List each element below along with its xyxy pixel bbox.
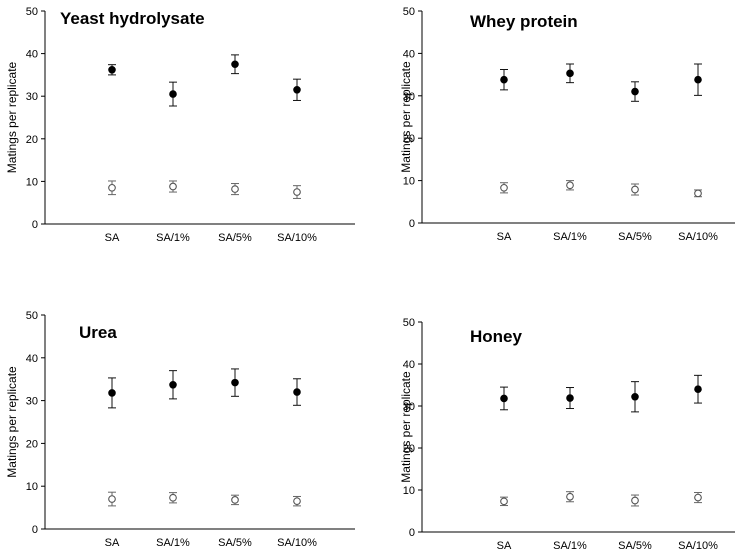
y-axis-label: Matings per replicate (399, 371, 413, 483)
x-tick-label: SA (105, 537, 120, 549)
data-point-open (108, 495, 116, 503)
data-point-filled (108, 389, 116, 397)
x-tick-label: SA/1% (553, 540, 587, 552)
panel-title: Whey protein (470, 12, 578, 31)
data-point-filled (500, 394, 508, 403)
y-tick-label: 30 (403, 401, 415, 413)
x-tick-label: SA/1% (156, 537, 190, 549)
y-tick-label: 0 (32, 524, 38, 536)
data-point-filled (694, 385, 702, 394)
y-tick-label: 50 (403, 6, 415, 18)
y-tick-label: 30 (26, 91, 38, 103)
data-point-open (631, 185, 639, 194)
x-tick-label: SA/10% (277, 232, 317, 244)
y-tick-label: 10 (403, 485, 415, 497)
data-point-filled (631, 87, 639, 96)
x-tick-label: SA/10% (277, 537, 317, 549)
panel-whey-protein: Matings per replicate Whey protein 0 10 20… (399, 6, 735, 243)
y-tick-label: 50 (403, 317, 415, 329)
data-point-open (566, 492, 574, 501)
y-tick-label: 10 (26, 176, 38, 188)
data-point-filled (108, 65, 116, 74)
y-axis-label: Matings per replicate (399, 61, 413, 173)
data-point-filled (293, 388, 301, 396)
panel-honey: Matings per replicate Honey 0 10 20 30 40 50 S… (399, 317, 735, 552)
data-point-filled (169, 380, 177, 389)
data-point-open (231, 496, 239, 504)
y-tick-label: 40 (26, 353, 38, 365)
x-tick-label: SA/10% (678, 540, 718, 552)
data-point-filled (631, 392, 639, 401)
y-tick-label: 20 (26, 134, 38, 146)
panel-urea: Matings per replicate Urea 0 10 20 30 40 50 SA… (5, 310, 355, 549)
y-tick-label: 10 (26, 481, 38, 493)
x-tick-label: SA/1% (553, 231, 587, 243)
y-tick-label: 40 (403, 359, 415, 371)
x-tick-label: SA/10% (678, 231, 718, 243)
y-tick-label: 30 (26, 396, 38, 408)
x-tick-label: SA (497, 231, 512, 243)
data-point-filled (694, 75, 702, 84)
data-point-open (293, 497, 301, 506)
data-point-open (500, 183, 508, 192)
x-tick-label: SA (497, 540, 512, 552)
y-tick-label: 50 (26, 310, 38, 322)
x-tick-label: SA/5% (618, 540, 652, 552)
y-tick-label: 30 (403, 91, 415, 103)
data-point-filled (293, 86, 301, 94)
y-tick-label: 40 (26, 49, 38, 61)
data-point-filled (500, 75, 508, 84)
data-point-filled (231, 60, 239, 69)
data-point-filled (169, 90, 177, 98)
x-tick-label: SA (105, 232, 120, 244)
data-point-filled (231, 378, 239, 387)
data-point-open (566, 181, 574, 190)
data-point-filled (566, 69, 574, 78)
y-tick-label: 20 (403, 133, 415, 145)
y-tick-label: 50 (26, 6, 38, 18)
data-point-open (500, 497, 508, 506)
y-tick-label: 0 (409, 218, 415, 230)
data-point-open (231, 185, 239, 193)
data-point-open (293, 188, 301, 196)
data-point-open (108, 183, 116, 192)
panel-title: Yeast hydrolysate (60, 9, 205, 28)
y-tick-label: 40 (403, 48, 415, 60)
data-point-open (169, 493, 177, 502)
x-tick-label: SA/1% (156, 232, 190, 244)
data-point-filled (566, 394, 574, 402)
y-axis-label: Matings per replicate (5, 366, 19, 478)
y-tick-label: 20 (403, 443, 415, 455)
y-tick-label: 10 (403, 176, 415, 188)
panel-title: Urea (79, 323, 117, 342)
data-point-open (169, 182, 177, 191)
y-tick-label: 0 (32, 219, 38, 231)
y-axis-label: Matings per replicate (5, 61, 19, 173)
data-point-open (694, 493, 702, 502)
panel-title: Honey (470, 327, 523, 346)
y-tick-label: 0 (409, 527, 415, 539)
data-point-open (694, 189, 702, 198)
x-tick-label: SA/5% (218, 537, 252, 549)
data-point-open (631, 496, 639, 505)
y-tick-label: 20 (26, 438, 38, 450)
x-tick-label: SA/5% (218, 232, 252, 244)
panel-yeast-hydrolysate: Matings per replicate Yeast hydrolysate … (5, 6, 355, 244)
x-tick-label: SA/5% (618, 231, 652, 243)
